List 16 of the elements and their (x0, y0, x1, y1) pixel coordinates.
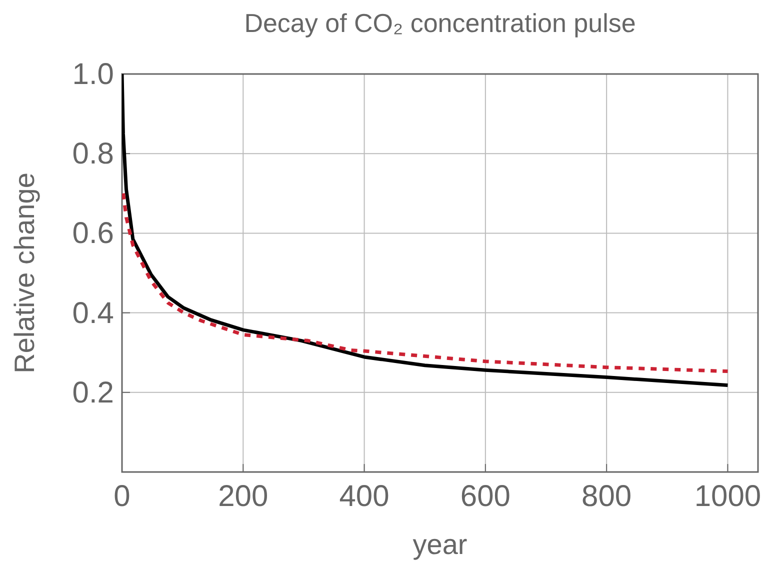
y-tick-label: 1.0 (72, 58, 114, 91)
line-series (122, 192, 730, 374)
x-axis-title: year (412, 529, 468, 560)
x-tick-label: 0 (114, 480, 130, 513)
y-tick-label: 0.6 (72, 217, 114, 250)
y-axis-title: Relative change (9, 172, 40, 374)
line-series (122, 74, 730, 387)
x-tick-label: 800 (582, 480, 632, 513)
chart-title: Decay of CO₂ concentration pulse (244, 8, 636, 38)
y-tick-label: 0.8 (72, 138, 114, 171)
x-tick-label: 200 (218, 480, 268, 513)
x-tick-label: 1000 (694, 480, 762, 513)
y-tick-label: 0.4 (72, 296, 114, 330)
y-tick-label: 0.2 (72, 376, 114, 410)
x-tick-label: 600 (460, 480, 510, 513)
x-tick-label: 400 (339, 480, 390, 513)
